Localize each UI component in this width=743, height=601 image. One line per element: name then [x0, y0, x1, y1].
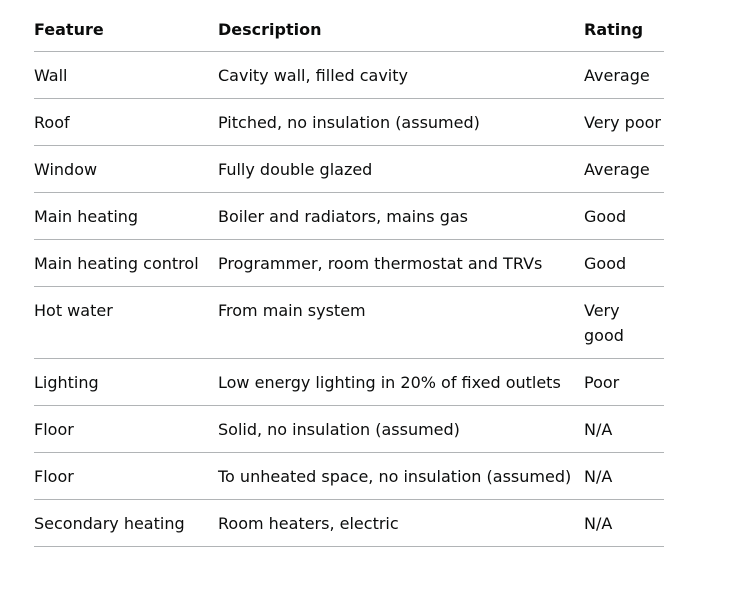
feature-cell: Hot water — [34, 286, 218, 359]
feature-cell: Lighting — [34, 358, 218, 406]
rating-cell: Very poor — [584, 98, 664, 146]
feature-cell: Main heating — [34, 192, 218, 240]
feature-cell: Roof — [34, 98, 218, 146]
rating-cell: Very good — [584, 286, 664, 359]
table-row: Floor Solid, no insulation (assumed) N/A — [34, 405, 664, 453]
features-table: Feature Description Rating Wall Cavity w… — [34, 0, 664, 547]
rating-cell: Good — [584, 192, 664, 240]
feature-cell: Secondary heating — [34, 499, 218, 547]
rating-cell: N/A — [584, 452, 664, 500]
feature-cell: Main heating control — [34, 239, 218, 287]
description-cell: Fully double glazed — [218, 145, 584, 193]
header-rating: Rating — [584, 0, 664, 52]
rating-cell: Average — [584, 51, 664, 99]
table-row: Main heating control Programmer, room th… — [34, 239, 664, 287]
table-row: Hot water From main system Very good — [34, 286, 664, 359]
description-cell: Pitched, no insulation (assumed) — [218, 98, 584, 146]
description-cell: Low energy lighting in 20% of fixed outl… — [218, 358, 584, 406]
description-cell: From main system — [218, 286, 584, 359]
rating-cell: Average — [584, 145, 664, 193]
description-cell: Solid, no insulation (assumed) — [218, 405, 584, 453]
table-header-row: Feature Description Rating — [34, 0, 664, 52]
rating-cell: N/A — [584, 405, 664, 453]
table-row: Floor To unheated space, no insulation (… — [34, 452, 664, 500]
description-cell: Cavity wall, filled cavity — [218, 51, 584, 99]
header-description: Description — [218, 0, 584, 52]
description-cell: To unheated space, no insulation (assume… — [218, 452, 584, 500]
rating-cell: N/A — [584, 499, 664, 547]
table-row: Main heating Boiler and radiators, mains… — [34, 192, 664, 240]
rating-cell: Good — [584, 239, 664, 287]
feature-cell: Floor — [34, 405, 218, 453]
features-table-container: Feature Description Rating Wall Cavity w… — [34, 0, 664, 547]
table-row: Wall Cavity wall, filled cavity Average — [34, 51, 664, 99]
table-row: Window Fully double glazed Average — [34, 145, 664, 193]
description-cell: Room heaters, electric — [218, 499, 584, 547]
feature-cell: Floor — [34, 452, 218, 500]
feature-cell: Window — [34, 145, 218, 193]
header-feature: Feature — [34, 0, 218, 52]
table-row: Secondary heating Room heaters, electric… — [34, 499, 664, 547]
feature-cell: Wall — [34, 51, 218, 99]
rating-cell: Poor — [584, 358, 664, 406]
description-cell: Programmer, room thermostat and TRVs — [218, 239, 584, 287]
table-row: Roof Pitched, no insulation (assumed) Ve… — [34, 98, 664, 146]
table-row: Lighting Low energy lighting in 20% of f… — [34, 358, 664, 406]
description-cell: Boiler and radiators, mains gas — [218, 192, 584, 240]
